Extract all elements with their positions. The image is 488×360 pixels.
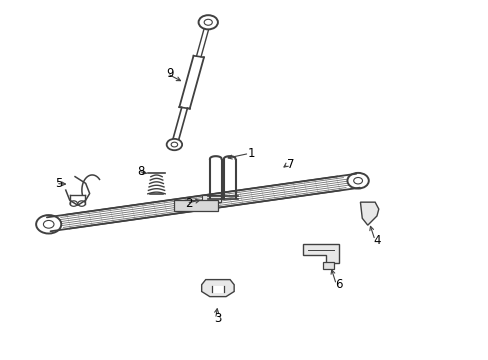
Bar — [174, 200, 218, 211]
Circle shape — [70, 201, 77, 206]
Text: 4: 4 — [373, 234, 381, 247]
Circle shape — [182, 203, 190, 208]
Circle shape — [198, 15, 218, 30]
Polygon shape — [360, 202, 378, 225]
Text: 6: 6 — [334, 278, 342, 291]
Bar — [202, 195, 221, 202]
Circle shape — [366, 215, 373, 220]
Circle shape — [325, 264, 330, 267]
Text: 2: 2 — [185, 197, 192, 210]
Circle shape — [36, 215, 61, 234]
Text: 9: 9 — [165, 67, 173, 80]
Circle shape — [325, 246, 330, 250]
Text: 8: 8 — [137, 165, 144, 177]
Polygon shape — [302, 244, 338, 263]
Circle shape — [78, 201, 85, 206]
Circle shape — [362, 203, 372, 211]
Circle shape — [212, 283, 223, 292]
Text: 7: 7 — [286, 158, 294, 171]
Text: 3: 3 — [214, 312, 221, 325]
Text: 1: 1 — [247, 147, 255, 160]
Polygon shape — [201, 280, 234, 297]
Bar — [322, 262, 333, 269]
Circle shape — [202, 203, 209, 208]
Circle shape — [166, 139, 182, 150]
Circle shape — [310, 246, 316, 250]
Circle shape — [346, 173, 368, 189]
Text: 5: 5 — [55, 177, 62, 190]
